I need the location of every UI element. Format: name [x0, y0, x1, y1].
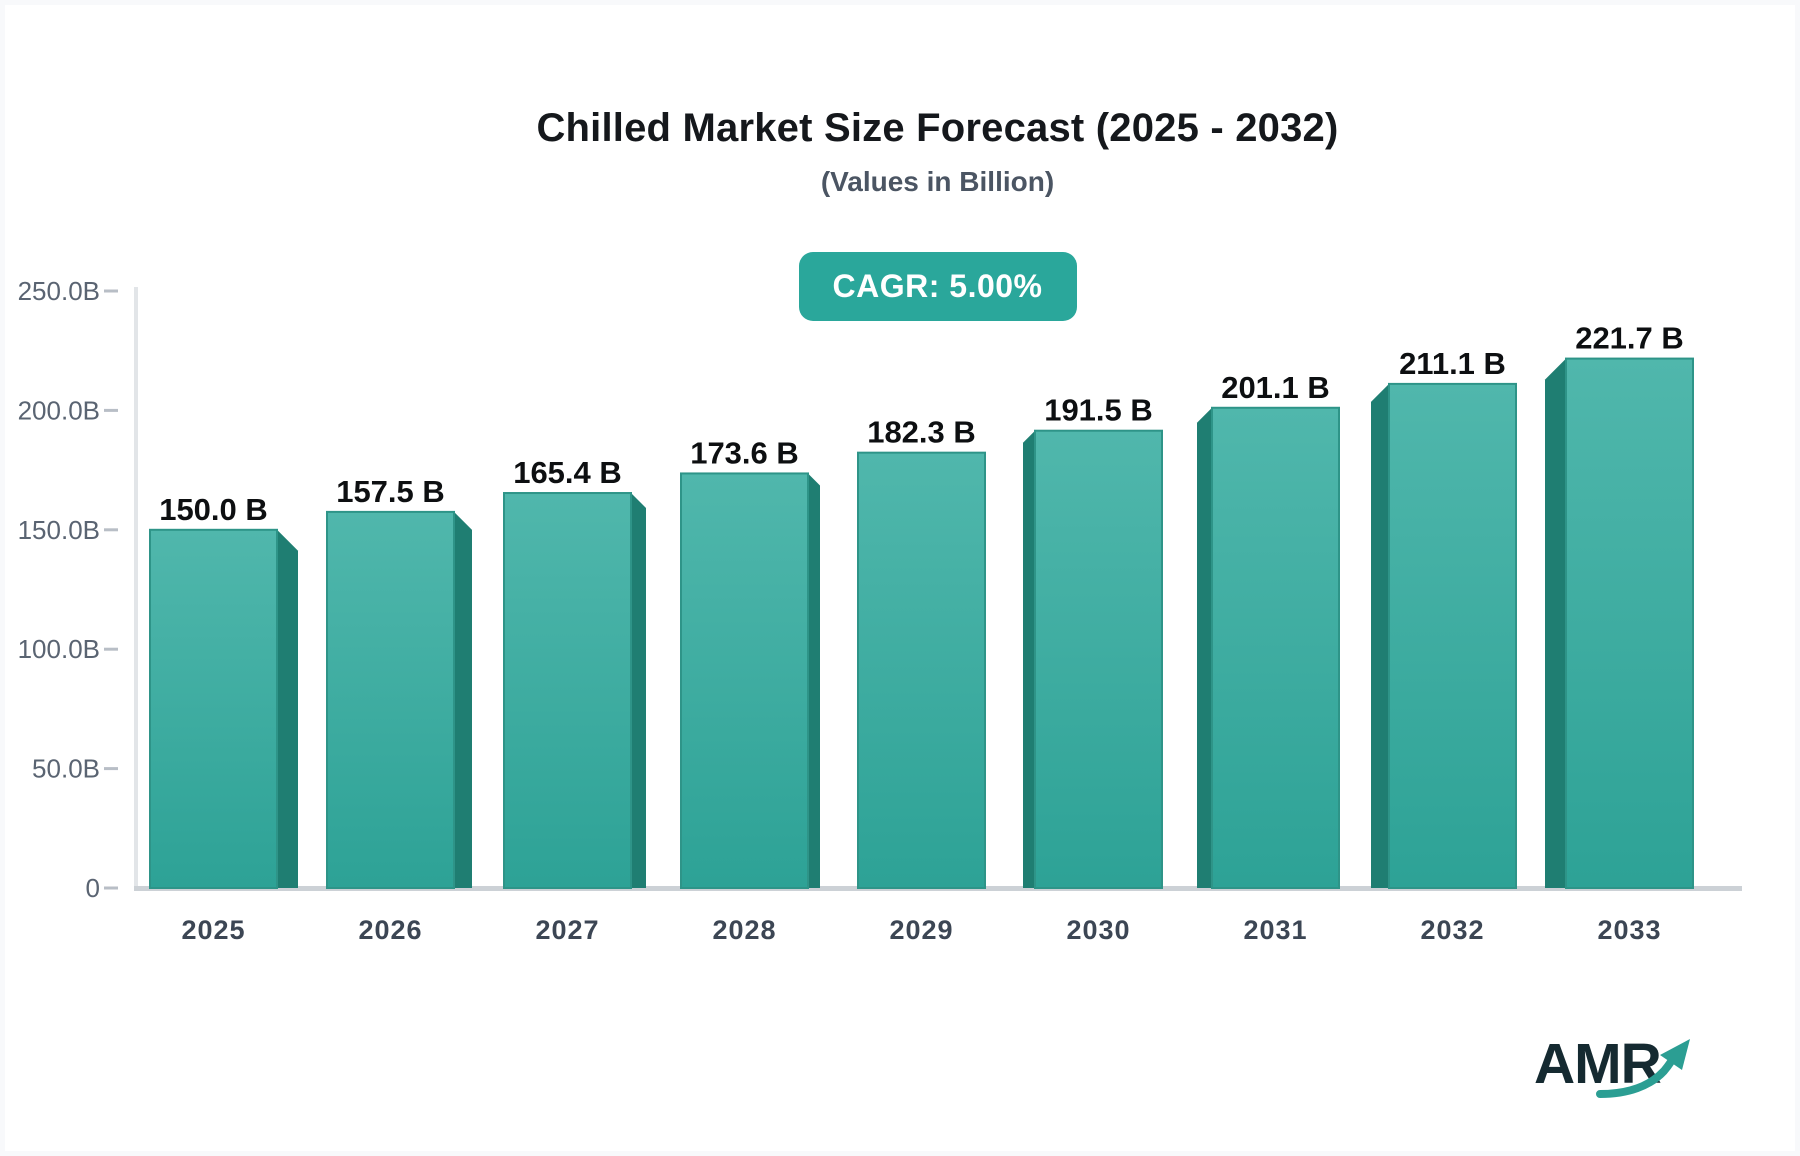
category-label: 2031	[1243, 915, 1307, 945]
bar-group-2032: 211.1 B 2032	[1371, 346, 1517, 945]
cagr-badge: CAGR: 5.00%	[798, 252, 1077, 321]
bar-value-label: 150.0 B	[159, 492, 268, 527]
bar-side-face	[1197, 407, 1212, 888]
bar-group-2031: 201.1 B 2031	[1197, 370, 1340, 945]
bar-value-label: 221.7 B	[1575, 321, 1684, 356]
bar-value-label: 201.1 B	[1221, 370, 1330, 405]
category-label: 2033	[1597, 915, 1661, 945]
y-tick-label: 150.0B	[18, 515, 100, 545]
bar-side-face	[1023, 430, 1035, 888]
bar-group-2029: 182.3 B 2029	[857, 415, 986, 945]
bar-side-face	[1545, 358, 1566, 888]
category-label: 2029	[889, 915, 953, 945]
bar-group-2025: 150.0 B 2025	[149, 492, 298, 945]
bar-front-face	[1388, 382, 1517, 889]
bar-value-label: 165.4 B	[513, 455, 622, 490]
bar-value-label: 191.5 B	[1044, 393, 1153, 428]
bar-side-face	[1371, 383, 1389, 888]
y-axis-line	[134, 287, 138, 891]
bar-value-label: 211.1 B	[1399, 346, 1506, 381]
growth-arrow-icon	[1596, 1039, 1690, 1098]
bar-value-label: 173.6 B	[690, 435, 799, 470]
category-label: 2027	[535, 915, 599, 945]
y-tick-label: 200.0B	[18, 395, 100, 425]
category-label: 2026	[358, 915, 422, 945]
bar-front-face	[1211, 406, 1340, 889]
y-tick-label: 250.0B	[18, 276, 100, 306]
y-tick-mark	[104, 528, 118, 532]
bar-side-face	[808, 473, 820, 888]
bar-group-2033: 221.7 B 2033	[1545, 321, 1694, 945]
bar-group-2028: 173.6 B 2028	[680, 435, 820, 945]
category-label: 2028	[712, 915, 776, 945]
bar-front-face	[503, 492, 632, 889]
y-tick-mark	[104, 289, 118, 293]
y-tick-mark	[104, 408, 118, 412]
amr-logo: AMR	[1534, 1036, 1714, 1108]
bar-front-face	[326, 510, 455, 889]
category-label: 2032	[1420, 915, 1484, 945]
y-tick-mark	[104, 647, 118, 651]
y-tick-label: 50.0B	[32, 754, 100, 784]
bar-group-2030: 191.5 B 2030	[1023, 393, 1163, 945]
bar-group-2026: 157.5 B 2026	[326, 474, 472, 945]
y-tick-mark	[104, 767, 118, 771]
y-tick-label: 100.0B	[18, 634, 100, 664]
bar-side-face	[631, 493, 646, 888]
cagr-badge-band: CAGR: 5.00%	[135, 252, 1740, 321]
bar-value-label: 157.5 B	[336, 474, 445, 509]
chart-subtitle: (Values in Billion)	[820, 166, 1055, 197]
category-label: 2030	[1066, 915, 1130, 945]
chart-title: Chilled Market Size Forecast (2025 - 203…	[536, 106, 1339, 150]
bar-side-face	[277, 529, 298, 888]
bar-value-label: 182.3 B	[867, 415, 976, 450]
bar-side-face	[454, 511, 472, 888]
bar-front-face	[857, 451, 986, 889]
y-tick-mark	[104, 886, 118, 890]
bar-front-face	[149, 528, 278, 889]
bar-group-2027: 165.4 B 2027	[503, 455, 646, 945]
bar-front-face	[680, 472, 809, 889]
bar-front-face	[1034, 429, 1163, 889]
bar-front-face	[1565, 357, 1694, 890]
category-label: 2025	[181, 915, 245, 945]
y-tick-label: 0	[86, 873, 100, 903]
